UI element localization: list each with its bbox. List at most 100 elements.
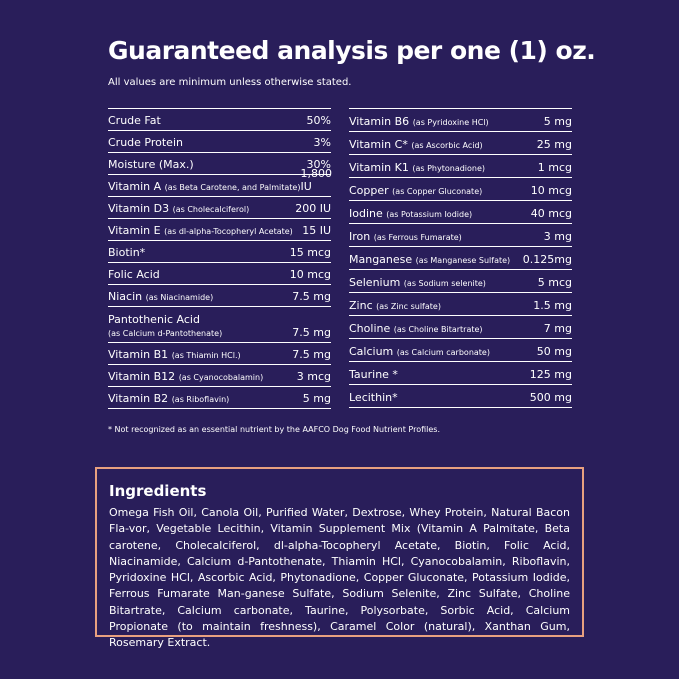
nutrient: Vitamin C* (as Ascorbic Acid) xyxy=(349,138,483,151)
nutrient-name: Vitamin C* xyxy=(349,138,408,151)
nutrient-value: 500 mg xyxy=(529,391,572,404)
nutrient-note: (as dl-alpha-Tocopheryl Acetate) xyxy=(164,227,293,236)
table-row: Vitamin B1 (as Thiamin HCl.) 7.5 mg xyxy=(108,343,331,365)
nutrient-name: Folic Acid xyxy=(108,268,160,281)
nutrient-value: 3% xyxy=(313,136,331,149)
nutrient-value: 5 mg xyxy=(302,392,331,405)
nutrient-name: Crude Fat xyxy=(108,114,161,127)
nutrient: Crude Protein xyxy=(108,136,183,149)
nutrient-name: Vitamin K1 xyxy=(349,161,409,174)
nutrient: Folic Acid xyxy=(108,268,160,281)
nutrient-name: Vitamin B12 xyxy=(108,370,176,383)
subtitle: All values are minimum unless otherwise … xyxy=(108,77,352,88)
nutrient-value: 5 mcg xyxy=(537,276,572,289)
nutrient-name: Vitamin B6 xyxy=(349,115,410,128)
nutrient-value: 5 mg xyxy=(543,115,572,128)
nutrient-name: Vitamin B1 xyxy=(108,348,169,361)
nutrient-value: 50% xyxy=(306,114,331,127)
nutrient-note: (as Cholecalciferol) xyxy=(172,205,250,214)
nutrient: Vitamin E (as dl-alpha-Tocopheryl Acetat… xyxy=(108,224,293,237)
table-row: Pantothenic Acid (as Calcium d-Pantothena… xyxy=(108,307,331,343)
ingredients-box: Ingredients Omega Fish Oil, Canola Oil, … xyxy=(95,467,584,649)
nutrient-value: 10 mcg xyxy=(289,268,331,281)
nutrient-value: 0.125mg xyxy=(522,253,572,266)
nutrient: Crude Fat xyxy=(108,114,161,127)
nutrient-value: 3 mcg xyxy=(296,370,331,383)
table-row: Iron (as Ferrous Fumarate) 3 mg xyxy=(349,224,572,247)
nutrient-note: (as Ascorbic Acid) xyxy=(411,141,483,150)
nutrient: Selenium (as Sodium selenite) xyxy=(349,276,486,289)
nutrient-value: 30% xyxy=(306,158,331,171)
nutrient-value: 50 mg xyxy=(536,345,572,358)
nutrient: Vitamin D3 (as Cholecalciferol) xyxy=(108,202,249,215)
nutrient: Vitamin B2 (as Riboflavin) xyxy=(108,392,229,405)
table-row: Moisture (Max.) 30% xyxy=(108,153,331,175)
nutrient: Pantothenic Acid (as Calcium d-Pantothena… xyxy=(108,313,222,339)
nutrient: Iron (as Ferrous Fumarate) xyxy=(349,230,462,243)
nutrient-name: Vitamin E xyxy=(108,224,161,237)
nutrient-value: 15 mcg xyxy=(289,246,331,259)
table-row: Vitamin B2 (as Riboflavin) 5 mg xyxy=(108,387,331,409)
table-row: Vitamin C* (as Ascorbic Acid) 25 mg xyxy=(349,132,572,155)
nutrient-name: Zinc xyxy=(349,299,373,312)
nutrient-name: Choline xyxy=(349,322,391,335)
table-row: Vitamin B6 (as Pyridoxine HCl) 5 mg xyxy=(349,109,572,132)
nutrient-name: Selenium xyxy=(349,276,401,289)
nutrient: Vitamin B1 (as Thiamin HCl.) xyxy=(108,348,241,361)
nutrient-value: 125 mg xyxy=(529,368,572,381)
nutrient-note: (as Pyridoxine HCl) xyxy=(412,118,489,127)
title: Guaranteed analysis per one (1) oz. xyxy=(108,36,596,65)
nutrient-note: (as Niacinamide) xyxy=(145,293,214,302)
nutrient-value: 7.5 mg xyxy=(292,348,331,361)
ingredients-title: Ingredients xyxy=(109,482,207,500)
nutrient-value: 7.5 mg xyxy=(292,326,331,339)
nutrient-value: 25 mg xyxy=(536,138,572,151)
nutrient-note: (as Potassium Iodide) xyxy=(386,210,473,219)
table-row: Folic Acid 10 mcg xyxy=(108,263,331,285)
table-row: Manganese (as Manganese Sulfate) 0.125mg xyxy=(349,247,572,270)
nutrient-note: (as Beta Carotene, and Palmitate) xyxy=(164,183,301,192)
nutrient-name: Copper xyxy=(349,184,389,197)
nutrient-name: Iron xyxy=(349,230,371,243)
nutrient-note: (as Sodium selenite) xyxy=(403,279,486,288)
table-row: Copper (as Copper Gluconate) 10 mcg xyxy=(349,178,572,201)
nutrient-note: (as Zinc sulfate) xyxy=(376,302,441,311)
nutrient-name: Calcium xyxy=(349,345,394,358)
nutrient: Vitamin K1 (as Phytonadione) xyxy=(349,161,485,174)
nutrient-note: (as Copper Gluconate) xyxy=(392,187,483,196)
nutrient-name: Taurine * xyxy=(349,368,398,381)
nutrient-name: Niacin xyxy=(108,290,143,303)
nutrient: Iodine (as Potassium Iodide) xyxy=(349,207,472,220)
nutrient: Zinc (as Zinc sulfate) xyxy=(349,299,441,312)
table-row: Crude Fat 50% xyxy=(108,109,331,131)
nutrient-name: Iodine xyxy=(349,207,383,220)
nutrient: Taurine * xyxy=(349,368,398,381)
nutrient-value: 200 IU xyxy=(295,202,331,215)
nutrient-note: (as Calcium d-Pantothenate) xyxy=(108,329,223,338)
nutrient-note: (as Phytonadione) xyxy=(412,164,486,173)
nutrient: Copper (as Copper Gluconate) xyxy=(349,184,482,197)
table-row: Vitamin D3 (as Cholecalciferol) 200 IU xyxy=(108,197,331,219)
table-row: Lecithin* 500 mg xyxy=(349,385,572,408)
ingredients-text: Omega Fish Oil, Canola Oil, Purified Wat… xyxy=(109,506,570,650)
nutrient-name: Crude Protein xyxy=(108,136,183,149)
table-row: Taurine * 125 mg xyxy=(349,362,572,385)
table-left: Crude Fat 50% Crude Protein 3% Moisture (Max… xyxy=(108,108,332,409)
table-row: Calcium (as Calcium carbonate) 50 mg xyxy=(349,339,572,362)
table-row: Choline (as Choline Bitartrate) 7 mg xyxy=(349,316,572,339)
nutrient: Vitamin B6 (as Pyridoxine HCl) xyxy=(349,115,489,128)
nutrient-note: (as Cyanocobalamin) xyxy=(178,373,264,382)
nutrient-value: 1,800 IU xyxy=(300,167,332,193)
nutrient-value: 1.5 mg xyxy=(533,299,572,312)
nutrient-name: Pantothenic Acid xyxy=(108,313,200,326)
nutrient-note: (as Ferrous Fumarate) xyxy=(373,233,462,242)
nutrient: Moisture (Max.) xyxy=(108,158,194,171)
nutrient-value: 15 IU xyxy=(302,224,331,237)
table-row: Vitamin A (as Beta Carotene, and Palmita… xyxy=(108,167,332,197)
nutrient-note: (as Manganese Sulfate) xyxy=(415,256,511,265)
nutrient: Calcium (as Calcium carbonate) xyxy=(349,345,490,358)
table-row: Iodine (as Potassium Iodide) 40 mcg xyxy=(349,201,572,224)
table-right: Vitamin B6 (as Pyridoxine HCl) 5 mg Vitami… xyxy=(349,108,572,408)
nutrient: Lecithin* xyxy=(349,391,398,404)
